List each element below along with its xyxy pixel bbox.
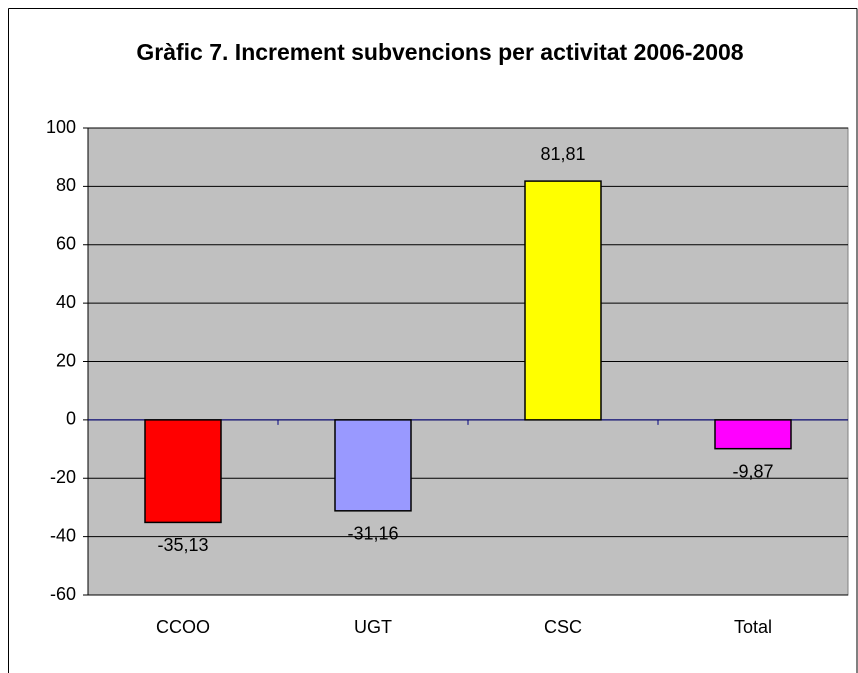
value-label: -35,13 xyxy=(157,535,208,555)
x-tick-label: UGT xyxy=(354,617,392,637)
value-label: 81,81 xyxy=(540,144,585,164)
y-tick-label: 0 xyxy=(66,409,76,429)
chart-title: Gràfic 7. Increment subvencions per acti… xyxy=(136,39,744,65)
y-tick-label: -40 xyxy=(50,525,76,545)
y-tick-label: 60 xyxy=(56,234,76,254)
bar xyxy=(144,419,222,524)
bar xyxy=(334,419,412,512)
y-tick-label: -20 xyxy=(50,467,76,487)
value-label: -31,16 xyxy=(347,524,398,544)
y-tick-label: 20 xyxy=(56,350,76,370)
x-tick-label: CCOO xyxy=(156,617,210,637)
y-tick-label: 80 xyxy=(56,175,76,195)
x-tick-label: CSC xyxy=(544,617,582,637)
y-tick-label: 100 xyxy=(46,117,76,137)
value-label: -9,87 xyxy=(732,461,773,481)
y-tick-label: -60 xyxy=(50,584,76,604)
bar xyxy=(714,419,792,450)
y-tick-label: 40 xyxy=(56,292,76,312)
x-tick-label: Total xyxy=(734,617,772,637)
bar xyxy=(524,180,602,421)
